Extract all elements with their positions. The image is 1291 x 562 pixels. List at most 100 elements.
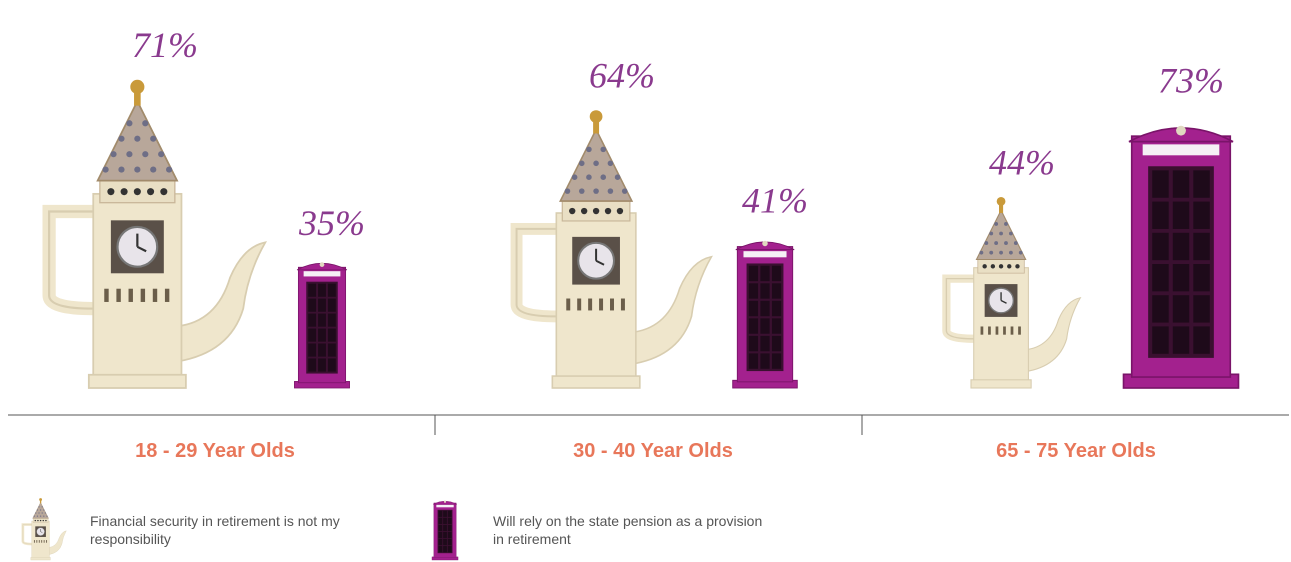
teapot-stud	[593, 161, 599, 167]
phone-pane	[443, 532, 447, 538]
teapot-stud	[35, 512, 36, 513]
teapot-dot	[121, 188, 128, 195]
teapot-stud	[1009, 251, 1013, 255]
teapot-window	[621, 299, 625, 311]
teapot-dot	[617, 208, 623, 214]
teapot-window	[141, 289, 145, 302]
phone-pane	[1193, 326, 1209, 353]
teapot-dot	[1015, 264, 1019, 268]
teapot-stud	[142, 151, 148, 157]
teapot-stud	[593, 188, 599, 194]
teapot-stud	[118, 167, 124, 173]
teapot-dot	[134, 188, 141, 195]
teapot-stud	[1004, 222, 1008, 226]
teapot-stud	[37, 509, 38, 510]
teapot-stud	[126, 151, 132, 157]
teapot-stud	[158, 151, 164, 157]
teapot-stud	[994, 222, 998, 226]
phone-pane	[328, 314, 336, 327]
teapot-stud	[608, 188, 614, 194]
phone-pane	[318, 299, 326, 312]
phone-pane	[1173, 264, 1189, 291]
teapot-dot	[605, 208, 611, 214]
teapot-stud	[150, 136, 156, 142]
phone-sign	[304, 271, 341, 276]
teapot-handle	[23, 525, 32, 544]
phone-pane	[1193, 170, 1209, 197]
teapot-foot	[31, 557, 50, 560]
teapot-window	[165, 289, 169, 302]
teapot-stud	[608, 161, 614, 167]
phone-pane	[328, 299, 336, 312]
teapot-stud	[126, 120, 132, 126]
teapot-window	[116, 289, 120, 302]
teapot-dot	[569, 208, 575, 214]
phone-mark	[294, 262, 349, 388]
teapot-finial	[997, 197, 1006, 206]
teapot-dot	[160, 188, 167, 195]
teapot-dot	[107, 188, 114, 195]
phone-pane	[1152, 202, 1168, 229]
teapot-window	[577, 299, 581, 311]
teapot-dot	[43, 520, 44, 521]
phone-pane	[443, 518, 447, 524]
value-label: 44%	[989, 143, 1055, 183]
phone-crown	[320, 262, 325, 267]
phone-pane	[443, 511, 447, 517]
phone-pane	[1193, 233, 1209, 260]
teapot-window	[996, 326, 999, 334]
teapot-stud	[46, 516, 47, 517]
page: 18 - 29 Year Olds30 - 40 Year Olds65 - 7…	[0, 0, 1291, 562]
value-label: 41%	[742, 180, 808, 220]
phone-mark	[1124, 126, 1239, 388]
teapot-stud	[38, 512, 39, 513]
phone-pane	[760, 301, 769, 316]
teapot-spout	[49, 531, 67, 555]
teapot-stud	[622, 188, 628, 194]
phone-pane	[443, 546, 447, 552]
teapot-stud	[1009, 232, 1013, 236]
teapot-stud	[42, 512, 43, 513]
legend-icon	[23, 498, 66, 560]
teapot-window	[1011, 326, 1014, 334]
phone-pane	[448, 518, 452, 524]
phone-pane	[439, 546, 443, 552]
teapot-window	[988, 326, 991, 334]
phone-pane	[772, 266, 781, 281]
teapot-window	[1018, 326, 1021, 334]
teapot-dot	[147, 188, 154, 195]
phone-mark	[733, 241, 798, 388]
phone-pane	[760, 353, 769, 368]
phone-pane	[308, 329, 316, 342]
phone-pane	[760, 266, 769, 281]
teapot-stud	[979, 251, 983, 255]
teapot-stud	[586, 147, 592, 153]
phone-pane	[448, 546, 452, 552]
phone-pane	[749, 301, 758, 316]
teapot-stud	[134, 167, 140, 173]
teapot-stud	[579, 161, 585, 167]
teapot-dot	[991, 264, 995, 268]
phone-pane	[1152, 326, 1168, 353]
teapot-stud	[34, 516, 35, 517]
teapot-handle-edge	[946, 279, 973, 339]
teapot-handle	[946, 279, 973, 339]
chart: 18 - 29 Year Olds30 - 40 Year Olds65 - 7…	[0, 0, 1291, 562]
teapot-window	[104, 289, 108, 302]
phone-pane	[772, 353, 781, 368]
phone-pane	[439, 525, 443, 531]
phone-pane	[760, 283, 769, 298]
phone-pane	[318, 358, 326, 371]
phone-sign	[1143, 144, 1220, 155]
phone-pane	[1152, 264, 1168, 291]
teapot-stud	[984, 241, 988, 245]
teapot-stud	[45, 512, 46, 513]
phone-sign	[743, 251, 786, 257]
teapot-foot	[89, 375, 186, 388]
phone-pane	[772, 336, 781, 351]
phone-pane	[308, 284, 316, 297]
value-label: 35%	[298, 203, 365, 243]
category-label: 30 - 40 Year Olds	[573, 440, 733, 462]
phone-pane	[1193, 202, 1209, 229]
teapot-mark	[49, 80, 265, 388]
